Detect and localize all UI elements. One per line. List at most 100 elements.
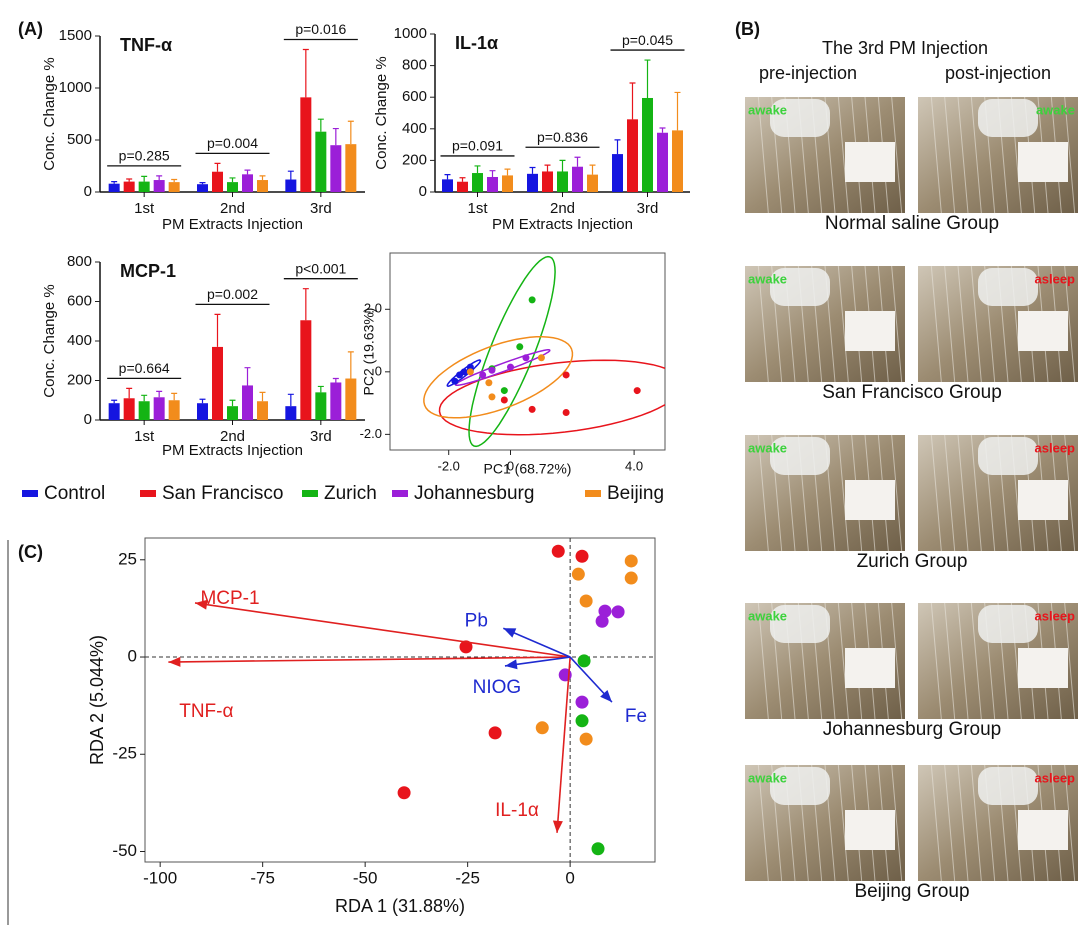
bar [345,144,356,192]
point [529,296,536,303]
chart-title: IL-1α [455,33,498,53]
error-bar [288,171,294,179]
group-label: Normal saline Group [825,213,999,234]
y-axis-label: RDA 2 (5.044%) [87,635,107,765]
legend-label: Zurich [324,483,377,504]
bottle [978,437,1038,475]
bar [457,182,468,192]
point [451,378,458,385]
cage-card [845,480,895,520]
bar [442,179,453,192]
point [467,368,474,375]
point [461,368,468,375]
bar [502,175,513,192]
bar [557,171,568,192]
legend-swatch [585,490,601,497]
state-label: asleep [1035,608,1076,623]
bottle [978,99,1038,137]
cage-card [1018,648,1068,688]
point [576,714,589,727]
x-tick-label: 2nd [550,200,575,217]
state-label: awake [748,102,787,117]
bar [257,180,268,192]
point [576,696,589,709]
bar [242,385,253,420]
panel-label: (C) [18,542,43,562]
p-value: p=0.664 [119,360,170,376]
y-tick-label: 0 [128,647,137,666]
y-tick-label: 1000 [59,79,92,96]
point [572,568,585,581]
y-tick-label: -50 [112,841,137,860]
state-label: asleep [1035,770,1076,785]
vector-label: Fe [625,706,647,727]
x-axis-label: PC1 (68.72%) [484,461,572,477]
error-bar [645,60,651,98]
state-label: awake [748,770,787,785]
bar [330,382,341,420]
cage-card [845,142,895,182]
p-value: p=0.045 [622,32,673,48]
x-tick-label: 1st [467,200,488,217]
point [563,371,570,378]
point [625,554,638,567]
bar [139,182,150,192]
x-axis-label: PM Extracts Injection [492,216,633,233]
bottle [978,767,1038,805]
point [625,572,638,585]
cage-card [1018,142,1068,182]
error-bar [215,163,221,171]
error-bar [505,169,511,175]
y-tick-label: 600 [67,292,92,309]
error-bar [660,128,666,133]
error-bar [230,178,236,182]
confidence-ellipse [424,337,573,418]
point [580,595,593,608]
point [479,371,486,378]
group-label: Johannesburg Group [823,719,1002,740]
y-tick-label: 600 [402,88,427,105]
bar [612,154,623,192]
bar [169,400,180,420]
bar [330,145,341,192]
cage-card [1018,810,1068,850]
bar [657,133,668,192]
y-axis-label: Conc. Change % [41,57,58,170]
arrowhead [553,820,563,832]
bar [300,97,311,192]
error-bar [230,400,236,406]
group-label: Zurich Group [857,551,968,572]
x-tick-label: 2nd [220,428,245,445]
loading-vector [557,657,570,833]
error-bar [560,160,566,171]
legend-label: Beijing [607,483,664,504]
point [501,387,508,394]
vector-label: MCP-1 [200,588,259,609]
x-tick-label: 2nd [220,200,245,217]
error-bar [545,165,551,171]
point [507,364,514,371]
error-bar [530,168,536,174]
p-value: p=0.836 [537,129,588,145]
bar [124,182,135,192]
error-bar [156,176,162,180]
point [516,343,523,350]
p-value: p=0.004 [207,135,258,151]
state-label: asleep [1035,440,1076,455]
cage-card [1018,480,1068,520]
point [592,842,605,855]
point [580,733,593,746]
p-value: p=0.285 [119,148,170,164]
figure: (A) (B) (C) The 3rd PM Injection pre-inj… [0,0,1083,925]
error-bar [141,395,147,401]
y-tick-label: -2.0 [360,426,382,441]
error-bar [111,400,117,403]
error-bar [303,289,309,321]
error-bar [490,171,496,177]
panel-label: (A) [18,19,43,39]
point [485,379,492,386]
vector-label: Pb [465,610,488,631]
column-label: pre-injection [759,63,857,83]
error-bar [171,393,177,400]
bar [109,403,120,420]
